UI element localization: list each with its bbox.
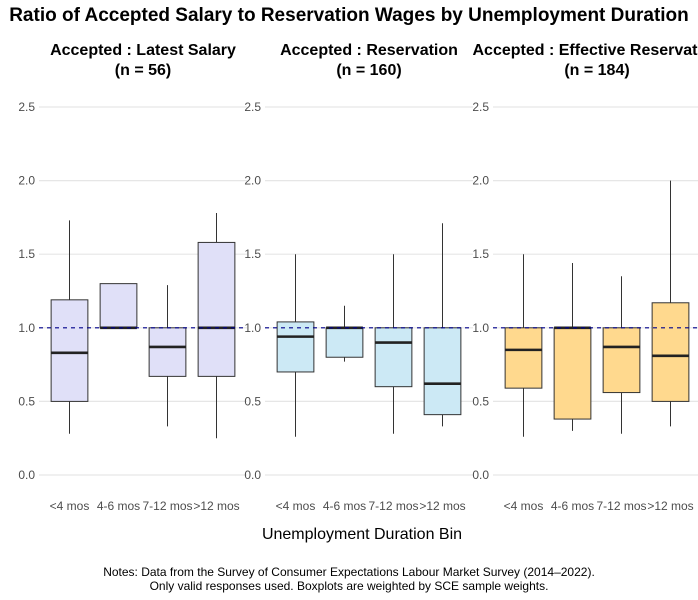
panel-title: Accepted : Effective Reservation xyxy=(473,42,698,59)
y-tick-label: 0.0 xyxy=(472,468,489,482)
x-axis-label: Unemployment Duration Bin xyxy=(262,526,462,543)
x-tick-label: >12 mos xyxy=(193,499,239,513)
panel-3: Accepted : Effective Reservation (n = 184… xyxy=(472,42,698,513)
y-tick-label: 1.0 xyxy=(18,321,35,335)
x-tick-label: <4 mos xyxy=(276,499,316,513)
box-3 xyxy=(148,285,187,427)
y-tick-label: 2.0 xyxy=(18,174,35,188)
y-tick-label: 2.5 xyxy=(18,100,35,114)
y-tick-label: 0.0 xyxy=(18,468,35,482)
box-4 xyxy=(651,180,690,427)
box-2 xyxy=(325,305,364,362)
x-tick-label: >12 mos xyxy=(419,499,465,513)
x-tick-label: 7-12 mos xyxy=(596,499,646,513)
panel-title: Accepted : Reservation xyxy=(280,42,458,59)
y-tick-label: 1.5 xyxy=(244,247,261,261)
figure-title: Ratio of Accepted Salary to Reservation … xyxy=(9,5,689,26)
y-tick-label: 1.5 xyxy=(472,247,489,261)
y-tick-label: 0.5 xyxy=(244,394,261,408)
y-tick-label: 0.0 xyxy=(244,468,261,482)
panel-1: Accepted : Latest Salary (n = 56) 0.0 0.5 1.… xyxy=(18,42,247,513)
panel-title: Accepted : Latest Salary xyxy=(50,42,236,59)
panel-subtitle: (n = 184) xyxy=(564,62,629,79)
y-tick-label: 2.0 xyxy=(472,174,489,188)
x-tick-label: <4 mos xyxy=(50,499,90,513)
y-tick-label: 1.0 xyxy=(472,321,489,335)
box-1 xyxy=(50,220,89,434)
box-3 xyxy=(602,276,641,434)
box-2 xyxy=(99,283,138,330)
x-tick-label: 4-6 mos xyxy=(323,499,366,513)
box-iqr xyxy=(99,283,138,329)
box-iqr xyxy=(197,241,236,377)
box-iqr xyxy=(423,327,462,416)
box-1 xyxy=(276,254,315,437)
y-tick-label: 2.0 xyxy=(244,174,261,188)
x-tick-label: 4-6 mos xyxy=(97,499,140,513)
box-iqr xyxy=(148,327,187,377)
y-tick-label: 1.5 xyxy=(18,247,35,261)
box-iqr xyxy=(325,327,364,358)
y-tick-label: 0.5 xyxy=(18,394,35,408)
box-3 xyxy=(374,254,413,434)
y-tick-label: 2.5 xyxy=(472,100,489,114)
x-tick-label: 7-12 mos xyxy=(368,499,418,513)
box-iqr xyxy=(504,327,543,389)
box-iqr xyxy=(50,299,89,402)
y-tick-label: 2.5 xyxy=(244,100,261,114)
x-tick-label: >12 mos xyxy=(647,499,693,513)
x-tick-label: <4 mos xyxy=(504,499,544,513)
y-tick-label: 0.5 xyxy=(472,394,489,408)
x-tick-label: 7-12 mos xyxy=(142,499,192,513)
panel-subtitle: (n = 160) xyxy=(336,62,401,79)
panel-subtitle: (n = 56) xyxy=(115,62,171,79)
box-4 xyxy=(423,223,462,427)
box-iqr xyxy=(651,302,690,402)
box-iqr xyxy=(602,327,641,394)
panels: Accepted : Latest Salary (n = 56) 0.0 0.5 1.… xyxy=(18,42,698,513)
panel-2: Accepted : Reservation (n = 160) 0.0 0.5 1.0… xyxy=(244,42,473,513)
x-tick-label: 4-6 mos xyxy=(551,499,594,513)
box-iqr xyxy=(374,327,413,388)
box-2 xyxy=(553,263,592,431)
y-tick-label: 1.0 xyxy=(244,321,261,335)
notes-line-1: Notes: Data from the Survey of Consumer … xyxy=(103,565,595,579)
box-iqr xyxy=(276,321,315,373)
notes-line-2: Only valid responses used. Boxplots are … xyxy=(150,579,549,593)
box-4 xyxy=(197,212,236,439)
box-1 xyxy=(504,254,543,437)
box-iqr xyxy=(553,327,592,420)
